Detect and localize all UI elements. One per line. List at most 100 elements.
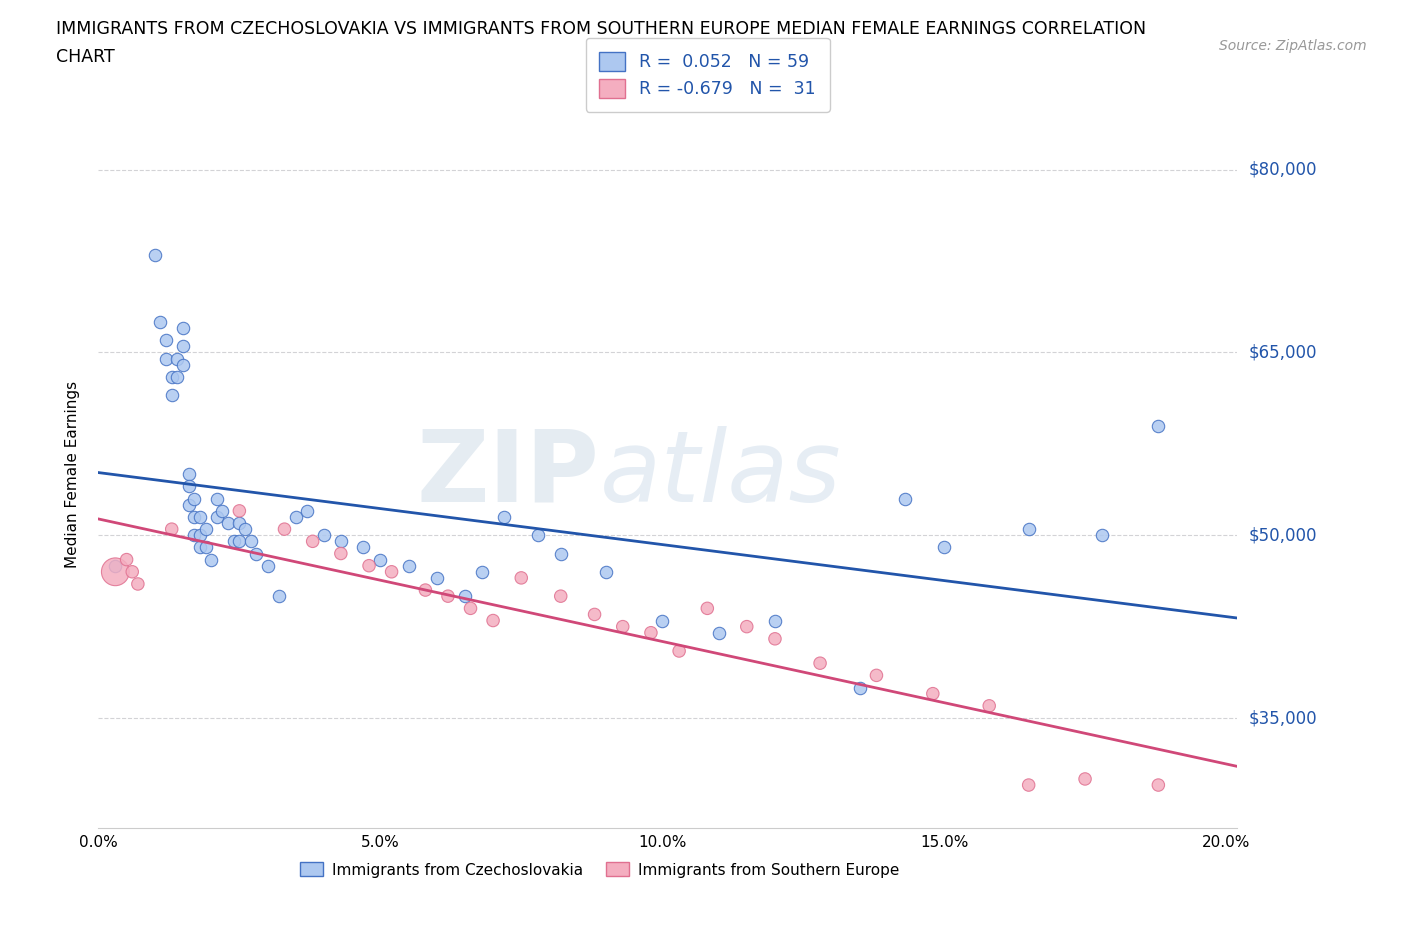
Point xyxy=(979,698,1001,713)
Point xyxy=(222,534,245,549)
Point xyxy=(183,528,205,543)
Point xyxy=(155,352,177,366)
Text: $35,000: $35,000 xyxy=(1249,709,1317,727)
Point xyxy=(160,369,183,384)
Point xyxy=(550,546,572,561)
Point xyxy=(848,680,870,695)
Point xyxy=(454,589,477,604)
Point xyxy=(177,467,200,482)
Point xyxy=(1018,522,1040,537)
Point xyxy=(352,540,374,555)
Point xyxy=(205,510,228,525)
Point xyxy=(415,582,437,597)
Point xyxy=(735,619,758,634)
Point xyxy=(510,570,533,585)
Point xyxy=(381,565,404,579)
Point xyxy=(267,589,290,604)
Point xyxy=(200,552,222,567)
Text: $50,000: $50,000 xyxy=(1249,526,1317,544)
Point xyxy=(239,534,262,549)
Point xyxy=(211,503,233,518)
Point xyxy=(284,510,307,525)
Point xyxy=(1147,777,1170,792)
Point xyxy=(763,613,786,628)
Point xyxy=(166,369,188,384)
Point xyxy=(329,534,352,549)
Legend: Immigrants from Czechoslovakia, Immigrants from Southern Europe: Immigrants from Czechoslovakia, Immigran… xyxy=(294,857,905,884)
Point xyxy=(166,352,188,366)
Point xyxy=(194,522,217,537)
Point xyxy=(104,558,127,573)
Point xyxy=(160,388,183,403)
Text: $80,000: $80,000 xyxy=(1249,161,1317,179)
Point xyxy=(368,552,391,567)
Point xyxy=(188,540,211,555)
Point xyxy=(149,314,172,329)
Point xyxy=(245,546,267,561)
Point xyxy=(696,601,718,616)
Point xyxy=(550,589,572,604)
Point xyxy=(482,613,505,628)
Point xyxy=(172,357,194,372)
Point xyxy=(893,491,915,506)
Point xyxy=(921,686,943,701)
Point xyxy=(312,528,335,543)
Point xyxy=(583,607,606,622)
Point xyxy=(301,534,323,549)
Point xyxy=(398,558,420,573)
Point xyxy=(228,534,250,549)
Point xyxy=(121,565,143,579)
Point xyxy=(865,668,887,683)
Point xyxy=(668,644,690,658)
Point xyxy=(177,479,200,494)
Text: atlas: atlas xyxy=(599,426,841,523)
Point xyxy=(104,565,127,579)
Point xyxy=(640,625,662,640)
Y-axis label: Median Female Earnings: Median Female Earnings xyxy=(65,380,80,568)
Text: $65,000: $65,000 xyxy=(1249,343,1317,362)
Point xyxy=(763,631,786,646)
Point xyxy=(115,552,138,567)
Point xyxy=(143,247,166,262)
Point xyxy=(1074,772,1097,787)
Point xyxy=(932,540,955,555)
Point xyxy=(177,498,200,512)
Point xyxy=(172,321,194,336)
Point xyxy=(188,528,211,543)
Point xyxy=(494,510,516,525)
Point xyxy=(205,491,228,506)
Point xyxy=(160,522,183,537)
Point xyxy=(273,522,295,537)
Text: IMMIGRANTS FROM CZECHOSLOVAKIA VS IMMIGRANTS FROM SOUTHERN EUROPE MEDIAN FEMALE : IMMIGRANTS FROM CZECHOSLOVAKIA VS IMMIGR… xyxy=(56,20,1146,38)
Point xyxy=(471,565,494,579)
Text: Source: ZipAtlas.com: Source: ZipAtlas.com xyxy=(1219,39,1367,53)
Point xyxy=(1018,777,1040,792)
Point xyxy=(1147,418,1170,433)
Text: CHART: CHART xyxy=(56,48,115,66)
Point xyxy=(256,558,278,573)
Point xyxy=(295,503,318,518)
Point xyxy=(460,601,482,616)
Point xyxy=(172,339,194,353)
Point xyxy=(808,656,831,671)
Point xyxy=(228,515,250,530)
Point xyxy=(194,540,217,555)
Point xyxy=(612,619,634,634)
Point xyxy=(183,510,205,525)
Point xyxy=(426,570,449,585)
Point xyxy=(437,589,460,604)
Point xyxy=(595,565,617,579)
Point xyxy=(183,491,205,506)
Point xyxy=(233,522,256,537)
Point xyxy=(1091,528,1114,543)
Point xyxy=(217,515,239,530)
Point xyxy=(357,558,380,573)
Point xyxy=(127,577,149,591)
Point xyxy=(329,546,352,561)
Point xyxy=(228,503,250,518)
Point xyxy=(707,625,730,640)
Point xyxy=(188,510,211,525)
Point xyxy=(155,333,177,348)
Text: ZIP: ZIP xyxy=(416,426,599,523)
Point xyxy=(651,613,673,628)
